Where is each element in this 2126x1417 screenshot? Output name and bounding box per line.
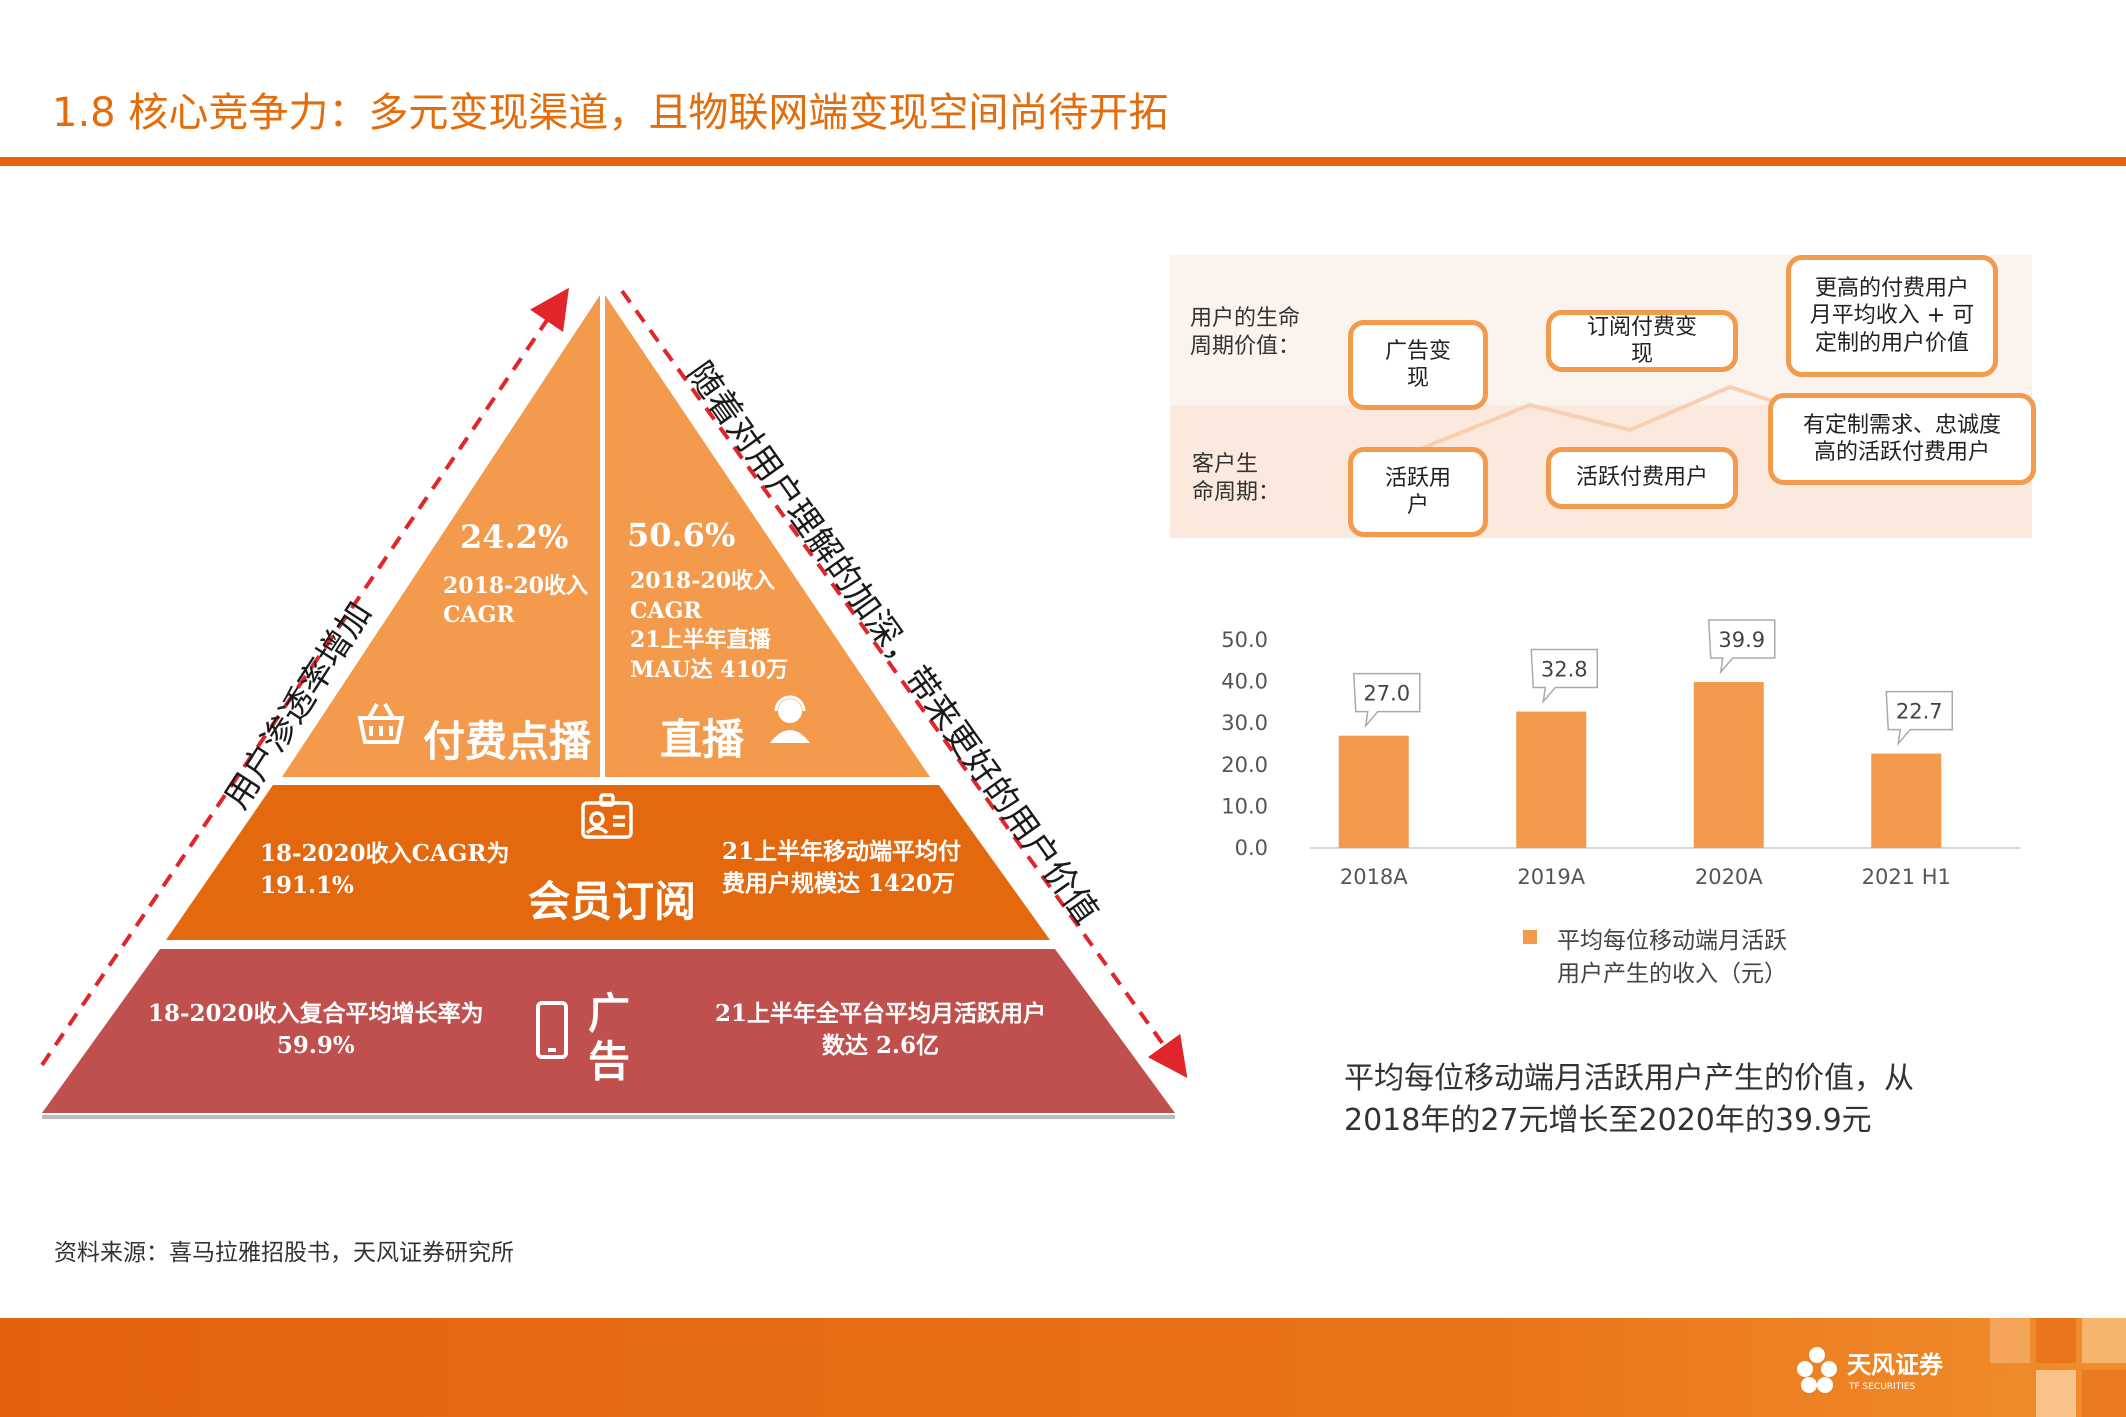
- active-paying-user-box: 活跃付费用户: [1546, 447, 1738, 509]
- top-left-value: 24.2%: [460, 518, 569, 556]
- x-tick-label: 2021 H1: [1862, 865, 1951, 889]
- middle-label: 会员订阅: [528, 877, 697, 926]
- logo-name-cn: 天风证券: [1847, 1351, 1944, 1379]
- x-tick-label: 2019A: [1517, 865, 1585, 889]
- customer-lifecycle-label: 客户生 命周期：: [1192, 452, 1281, 505]
- bottom-left-text: 18-2020收入复合平均增长率为 59.9%: [148, 1000, 484, 1060]
- right-dashed-arrow: [620, 289, 1188, 1078]
- bar: [1871, 753, 1942, 848]
- data-label-callout: [1352, 672, 1421, 729]
- middle-right-text: 21上半年移动端平均付 费用户规模达 1420万: [722, 838, 962, 898]
- data-label: 22.7: [1896, 700, 1943, 724]
- bar: [1338, 735, 1409, 848]
- y-tick-label: 20.0: [1221, 753, 1268, 777]
- top-left-label: 付费点播: [423, 717, 592, 766]
- legend-text: 平均每位移动端月活跃 用户产生的收入（元）: [1557, 928, 1787, 988]
- mobile-phone-icon: [536, 1001, 568, 1059]
- legend-swatch: [1523, 930, 1537, 944]
- x-tick-label: 2018A: [1340, 865, 1408, 889]
- top-right-label: 直播: [660, 715, 745, 764]
- lifecycle-panel: 用户的生命 周期价值： 客户生 命周期： 广告变 现 订阅付费变 现 更高的付费…: [1170, 255, 2036, 538]
- top-right-value: 50.6%: [627, 516, 736, 554]
- pyramid-bottom-tier: [42, 949, 1175, 1113]
- arpu-bar-chart: 0.0 10.0 20.0 30.0 40.0 50.0 2018A 27.0 2019A 32.…: [1221, 619, 2020, 889]
- conclusion-text: 平均每位移动端月活跃用户产生的价值，从2018年的27元增长至2020年的39.…: [1344, 1061, 1914, 1138]
- loyal-paying-user-box: 有定制需求、忠诚度 高的活跃付费用户: [1768, 393, 2036, 485]
- x-tick-label: 2020A: [1695, 865, 1763, 889]
- logo-name-en: TF SECURITIES: [1848, 1382, 1916, 1392]
- pyramid-diagram: [40, 287, 1188, 1119]
- y-tick-label: 10.0: [1221, 794, 1268, 818]
- data-label: 32.8: [1541, 658, 1588, 682]
- pyramid-middle-tier: [166, 785, 1050, 940]
- lifecycle-value-label: 用户的生命 周期价值：: [1190, 306, 1301, 359]
- data-label-callout: [1530, 648, 1598, 704]
- higher-arppu-box: 更高的付费用户 月平均收入 + 可 定制的用户价值: [1786, 255, 1998, 377]
- pyramid-top-left-tier: [282, 295, 600, 777]
- flower-logo-icon: [1797, 1347, 1837, 1393]
- y-tick-label: 50.0: [1221, 628, 1268, 652]
- subscription-monetization-box: 订阅付费变 现: [1546, 310, 1738, 372]
- top-right-note: 2018-20收入 CAGR 21上半年直播 MAU达 410万: [630, 568, 789, 684]
- title-divider: [0, 157, 2126, 166]
- data-label-callout: [1707, 619, 1776, 675]
- y-tick-label: 0.0: [1235, 836, 1268, 860]
- id-card-icon: [581, 793, 633, 839]
- footer-bar: [0, 1318, 2126, 1417]
- footer-decoration: [1990, 1318, 2126, 1417]
- bar: [1693, 682, 1764, 848]
- bottom-right-text: 21上半年全平台平均月活跃用户 数达 2.6亿: [715, 1000, 1047, 1060]
- data-label: 27.0: [1363, 682, 1410, 706]
- data-label: 39.9: [1718, 628, 1765, 652]
- ad-monetization-box: 广告变 现: [1348, 320, 1488, 410]
- y-tick-label: 40.0: [1221, 670, 1268, 694]
- tf-securities-logo: 天风证券 TF SECURITIES: [1797, 1347, 1944, 1393]
- active-user-box: 活跃用 户: [1348, 447, 1488, 537]
- source-note: 资料来源：喜马拉雅招股书，天风证券研究所: [54, 1240, 514, 1266]
- headset-icon: [770, 695, 810, 743]
- bar: [1516, 711, 1587, 848]
- middle-left-text: 18-2020收入CAGR为 191.1%: [260, 840, 510, 900]
- bottom-label: 广 告: [588, 989, 631, 1087]
- top-left-note: 2018-20收入 CAGR: [443, 573, 588, 628]
- basket-icon: [357, 703, 405, 744]
- y-tick-label: 30.0: [1221, 711, 1268, 735]
- data-label-callout: [1885, 690, 1953, 747]
- pyramid-top-right-tier: [605, 295, 930, 777]
- page-title: 1.8 核心竞争力：多元变现渠道，且物联网端变现空间尚待开拓: [52, 90, 1169, 136]
- left-dashed-arrow: [40, 287, 569, 1067]
